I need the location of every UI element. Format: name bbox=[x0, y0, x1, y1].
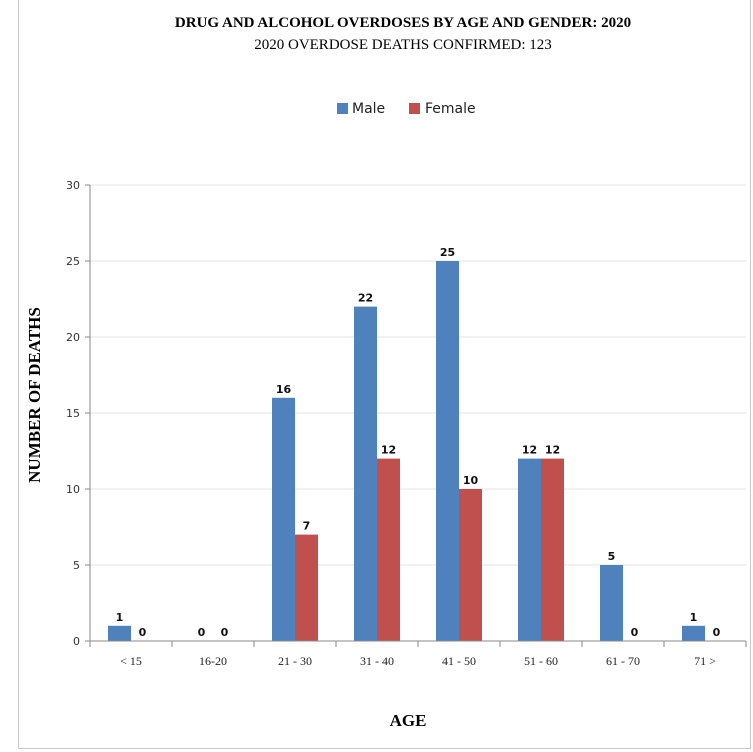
gridlines bbox=[85, 184, 746, 642]
data-label-male: 0 bbox=[198, 626, 206, 639]
data-label-male: 12 bbox=[522, 444, 537, 457]
bar-male bbox=[354, 306, 377, 641]
legend-swatch-male bbox=[337, 103, 348, 114]
data-label-female: 0 bbox=[713, 626, 721, 639]
legend-swatch-female bbox=[409, 103, 420, 114]
bar-male bbox=[518, 458, 541, 641]
data-label-male: 25 bbox=[440, 246, 455, 259]
data-label-female: 0 bbox=[139, 626, 147, 639]
y-tick-labels: 0 5 10 15 20 25 30 bbox=[66, 179, 80, 648]
data-label-male: 16 bbox=[276, 383, 292, 396]
y-tick-label: 30 bbox=[66, 179, 80, 192]
bar-male bbox=[108, 625, 131, 641]
x-tick-labels: < 15 16-20 21 - 30 31 - 40 41 - 50 51 - 60 61 … bbox=[120, 654, 716, 668]
x-tick-label: 31 - 40 bbox=[360, 654, 394, 668]
data-label-female: 12 bbox=[545, 444, 560, 457]
bar-female bbox=[295, 534, 318, 641]
y-tick-label: 25 bbox=[66, 255, 80, 268]
bar-male bbox=[272, 397, 295, 641]
bar-male bbox=[682, 625, 705, 641]
data-label-female: 7 bbox=[303, 520, 311, 533]
x-tick-label: 61 - 70 bbox=[606, 654, 640, 668]
data-label-male: 1 bbox=[116, 611, 124, 624]
bars bbox=[108, 261, 705, 641]
axes bbox=[89, 185, 747, 647]
data-label-female: 0 bbox=[221, 626, 229, 639]
y-tick-label: 0 bbox=[73, 635, 80, 648]
legend-label-female: Female bbox=[425, 101, 476, 117]
data-label-female: 12 bbox=[381, 444, 396, 457]
bar-female bbox=[541, 458, 564, 641]
y-tick-label: 20 bbox=[66, 331, 80, 344]
x-tick-label: 51 - 60 bbox=[524, 654, 558, 668]
x-tick-label: 71 > bbox=[694, 654, 716, 668]
y-tick-label: 15 bbox=[66, 407, 80, 420]
bar-male bbox=[436, 261, 459, 641]
data-label-female: 0 bbox=[631, 626, 639, 639]
y-tick-label: 5 bbox=[73, 559, 80, 572]
bar-female bbox=[459, 489, 482, 641]
chart-subtitle: 2020 OVERDOSE DEATHS CONFIRMED: 123 bbox=[254, 37, 552, 53]
data-label-male: 5 bbox=[608, 550, 616, 563]
x-tick-label: < 15 bbox=[120, 654, 142, 668]
legend-label-male: Male bbox=[352, 101, 385, 117]
x-axis-title: AGE bbox=[390, 711, 427, 730]
bar-male bbox=[600, 565, 623, 641]
data-label-female: 10 bbox=[463, 474, 479, 487]
legend: Male Female bbox=[337, 101, 476, 117]
x-tick-label: 41 - 50 bbox=[442, 654, 476, 668]
y-axis-title: NUMBER OF DEATHS bbox=[25, 307, 44, 483]
chart-title: DRUG AND ALCOHOL OVERDOSES BY AGE AND GE… bbox=[175, 15, 631, 31]
data-label-male: 22 bbox=[358, 292, 373, 305]
data-label-male: 1 bbox=[690, 611, 698, 624]
x-tick-label: 21 - 30 bbox=[278, 654, 312, 668]
y-tick-label: 10 bbox=[66, 483, 80, 496]
bar-female bbox=[377, 458, 400, 641]
x-tick-label: 16-20 bbox=[199, 654, 227, 668]
